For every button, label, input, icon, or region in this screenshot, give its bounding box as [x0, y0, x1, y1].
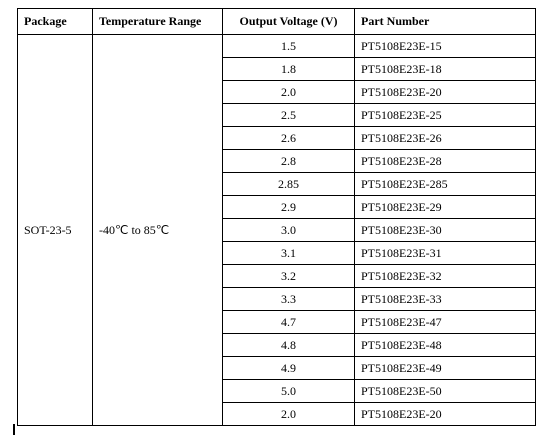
part-number-cell: PT5108E23E-50 [354, 379, 536, 403]
table-row: 4.7 PT5108E23E-47 [18, 310, 536, 334]
part-number-cell: PT5108E23E-26 [354, 126, 536, 150]
voltage-cell: 3.3 [222, 287, 355, 311]
part-number-cell: PT5108E23E-32 [354, 264, 536, 288]
voltage-cell: 3.2 [222, 264, 355, 288]
voltage-cell: 3.1 [222, 241, 355, 265]
part-number-cell: PT5108E23E-49 [354, 356, 536, 380]
table-row: 2.5 PT5108E23E-25 [18, 103, 536, 127]
part-number-cell: PT5108E23E-47 [354, 310, 536, 334]
table-row: 1.8 PT5108E23E-18 [18, 57, 536, 81]
part-number-cell: PT5108E23E-18 [354, 57, 536, 81]
table-row: 4.8 PT5108E23E-48 [18, 333, 536, 357]
temperature-cell: -40℃ to 85℃ [92, 34, 223, 426]
package-cell: SOT-23-5 [17, 34, 93, 426]
table-row: 2.6 PT5108E23E-26 [18, 126, 536, 150]
table-row: 3.2 PT5108E23E-32 [18, 264, 536, 288]
part-number-cell: PT5108E23E-33 [354, 287, 536, 311]
table-row: SOT-23-5 -40℃ to 85℃ 1.5 PT5108E23E-15 [17, 34, 536, 426]
part-number-cell: PT5108E23E-20 [354, 80, 536, 104]
header-cell: Temperature Range [92, 8, 223, 35]
part-table: Package Temperature Range Output Voltage (… [17, 8, 536, 426]
voltage-cell: 3.0 [222, 218, 355, 242]
voltage-cell: 2.9 [222, 195, 355, 219]
part-number-cell: PT5108E23E-15 [354, 34, 536, 58]
voltage-cell: 1.5 [222, 34, 355, 58]
part-number-cell: PT5108E23E-29 [354, 195, 536, 219]
voltage-cell: 4.9 [222, 356, 355, 380]
part-number-cell: PT5108E23E-20 [354, 402, 536, 426]
voltage-cell: 1.8 [222, 57, 355, 81]
part-number-cell: PT5108E23E-48 [354, 333, 536, 357]
table-row: 5.0 PT5108E23E-50 [18, 379, 536, 403]
part-number-cell: PT5108E23E-25 [354, 103, 536, 127]
voltage-cell: 4.8 [222, 333, 355, 357]
voltage-cell: 2.8 [222, 149, 355, 173]
header-row: Package Temperature Range Output Voltage (… [17, 8, 536, 35]
part-number-cell: PT5108E23E-31 [354, 241, 536, 265]
cursor-mark [13, 424, 15, 435]
voltage-cell: 2.0 [222, 402, 355, 426]
voltage-cell: 5.0 [222, 379, 355, 403]
voltage-cell: 2.5 [222, 103, 355, 127]
voltage-cell: 2.0 [222, 80, 355, 104]
header-cell: Part Number [354, 8, 536, 35]
voltage-cell: 2.85 [222, 172, 355, 196]
header-cell: Output Voltage (V) [222, 8, 355, 35]
voltage-cell: 4.7 [222, 310, 355, 334]
table-body: SOT-23-5 -40℃ to 85℃ 1.5 PT5108E23E-15 1.8 PT… [17, 34, 536, 426]
part-number-cell: PT5108E23E-30 [354, 218, 536, 242]
table-row: 2.9 PT5108E23E-29 [18, 195, 536, 219]
table-row: 2.8 PT5108E23E-28 [18, 149, 536, 173]
table-row: 3.0 PT5108E23E-30 [18, 218, 536, 242]
header-cell: Package [17, 8, 93, 35]
table-row: 2.0 PT5108E23E-20 [18, 402, 536, 426]
table-row: 4.9 PT5108E23E-49 [18, 356, 536, 380]
table-row: 2.85 PT5108E23E-285 [18, 172, 536, 196]
part-number-cell: PT5108E23E-285 [354, 172, 536, 196]
part-number-cell: PT5108E23E-28 [354, 149, 536, 173]
voltage-cell: 2.6 [222, 126, 355, 150]
